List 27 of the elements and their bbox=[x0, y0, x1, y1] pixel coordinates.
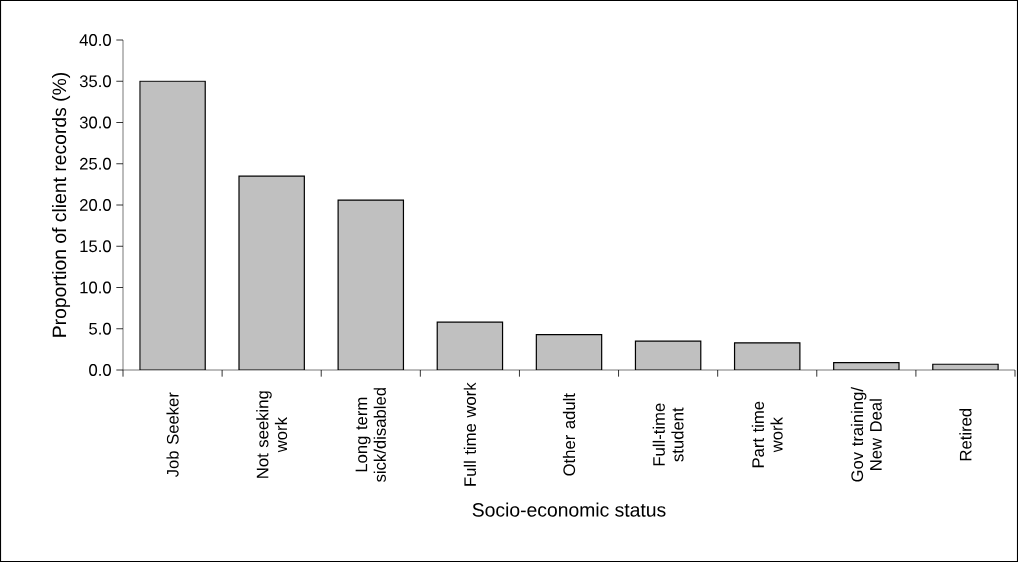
y-tick-label: 0.0 bbox=[89, 364, 111, 376]
x-tick-label: Retired bbox=[959, 408, 972, 461]
y-tick-label: 15.0 bbox=[80, 240, 111, 253]
y-axis-title: Proportion of client records (%) bbox=[52, 73, 71, 337]
bar bbox=[635, 341, 701, 370]
x-tick-label: Part time work bbox=[751, 401, 783, 468]
bar bbox=[536, 334, 602, 370]
y-tick-label: 5.0 bbox=[89, 322, 111, 335]
bar bbox=[239, 176, 305, 370]
y-tick-label: 25.0 bbox=[80, 157, 111, 170]
y-tick-label: 10.0 bbox=[80, 281, 111, 294]
y-tick-label: 20.0 bbox=[80, 199, 111, 211]
x-tick-label: Not seeking work bbox=[256, 391, 288, 478]
x-tick-label: Job Seeker bbox=[166, 392, 179, 478]
bar bbox=[139, 81, 206, 370]
bar bbox=[338, 200, 404, 370]
x-tick-label: Long term sick/disabled bbox=[355, 388, 386, 482]
x-tick-label: Full-time student bbox=[652, 403, 684, 466]
bar bbox=[437, 322, 503, 370]
x-tick-label: Full time work bbox=[463, 382, 477, 486]
bar bbox=[734, 342, 800, 370]
x-tick-label: Other adult bbox=[562, 393, 576, 476]
x-axis-title: Socio-economic status bbox=[472, 502, 666, 517]
y-tick-label: 40.0 bbox=[79, 34, 111, 46]
x-tick-label: Gov training/ New Deal bbox=[850, 387, 882, 482]
y-tick-label: 35.0 bbox=[79, 75, 111, 88]
y-tick-label: 30.0 bbox=[79, 116, 111, 129]
